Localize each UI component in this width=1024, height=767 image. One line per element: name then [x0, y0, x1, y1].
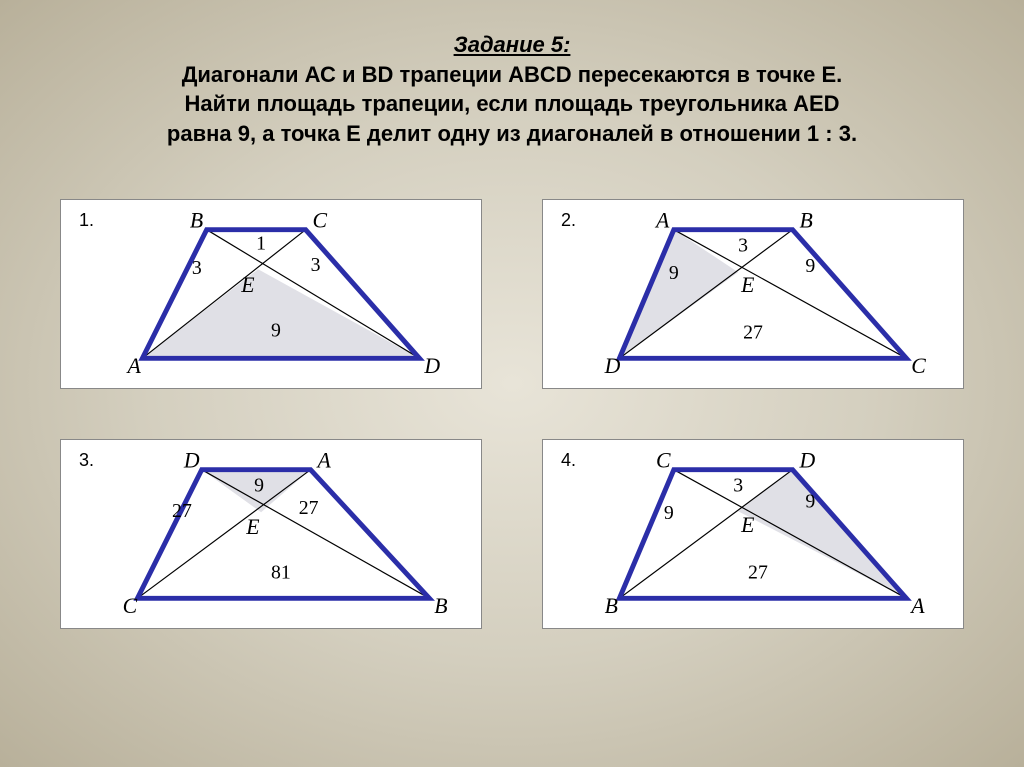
svg-text:C: C: [911, 354, 926, 378]
diagram-panel: 3. D A C B E 9 27 27 81: [60, 439, 482, 629]
svg-text:C: C: [123, 594, 138, 618]
panel-number: 2.: [561, 210, 576, 231]
svg-text:27: 27: [299, 497, 319, 519]
svg-text:D: D: [423, 354, 440, 378]
trapezoid-diagram: D A C B E 9 27 27 81: [61, 440, 481, 628]
svg-text:B: B: [190, 208, 203, 232]
title-line-3: равна 9, а точка Е делит одну из диагона…: [40, 119, 984, 149]
diagram-panel: 2. A B D C E 3 9 9 27: [542, 199, 964, 389]
svg-text:D: D: [183, 448, 200, 472]
svg-text:E: E: [740, 273, 754, 297]
trapezoid-diagram: B C A D E1 3 3 9: [61, 200, 481, 388]
svg-text:81: 81: [271, 561, 291, 583]
svg-text:1: 1: [256, 232, 266, 254]
svg-text:9: 9: [664, 502, 674, 524]
svg-text:D: D: [799, 448, 816, 472]
svg-text:B: B: [800, 208, 813, 232]
svg-text:9: 9: [669, 262, 679, 284]
diagram-panel: 4. C D B A E 3 9 9 27: [542, 439, 964, 629]
svg-text:27: 27: [748, 561, 768, 583]
svg-text:A: A: [316, 448, 332, 472]
svg-text:E: E: [740, 513, 754, 537]
svg-text:A: A: [654, 208, 670, 232]
svg-text:27: 27: [743, 321, 763, 343]
svg-text:9: 9: [805, 490, 815, 512]
svg-text:A: A: [126, 354, 142, 378]
diagram-panel: 1. B C A D E1 3 3 9: [60, 199, 482, 389]
svg-text:B: B: [434, 594, 447, 618]
title-line-2: Найти площадь трапеции, если площадь тре…: [40, 89, 984, 119]
panel-number: 1.: [79, 210, 94, 231]
trapezoid-diagram: A B D C E 3 9 9 27: [543, 200, 963, 388]
svg-text:27: 27: [172, 500, 192, 522]
title-heading: Задание 5:: [40, 30, 984, 60]
panel-number: 4.: [561, 450, 576, 471]
svg-text:3: 3: [192, 257, 202, 279]
svg-text:9: 9: [254, 474, 264, 496]
svg-text:E: E: [240, 273, 254, 297]
title-line-1: Диагонали АС и BD трапеции ABCD пересека…: [40, 60, 984, 90]
svg-text:E: E: [245, 515, 259, 539]
title-block: Задание 5: Диагонали АС и BD трапеции AB…: [0, 0, 1024, 169]
svg-text:3: 3: [733, 474, 743, 496]
svg-text:B: B: [605, 594, 618, 618]
svg-text:A: A: [909, 594, 925, 618]
panel-number: 3.: [79, 450, 94, 471]
svg-text:9: 9: [271, 319, 281, 341]
svg-text:3: 3: [311, 254, 321, 276]
svg-text:C: C: [313, 208, 328, 232]
svg-text:3: 3: [738, 234, 748, 256]
svg-text:C: C: [656, 448, 671, 472]
trapezoid-diagram: C D B A E 3 9 9 27: [543, 440, 963, 628]
svg-text:9: 9: [805, 255, 815, 277]
diagram-grid: 1.BCADE13392.ABDCE399273.DACBE92727814.C…: [0, 169, 1024, 659]
svg-text:D: D: [604, 354, 621, 378]
